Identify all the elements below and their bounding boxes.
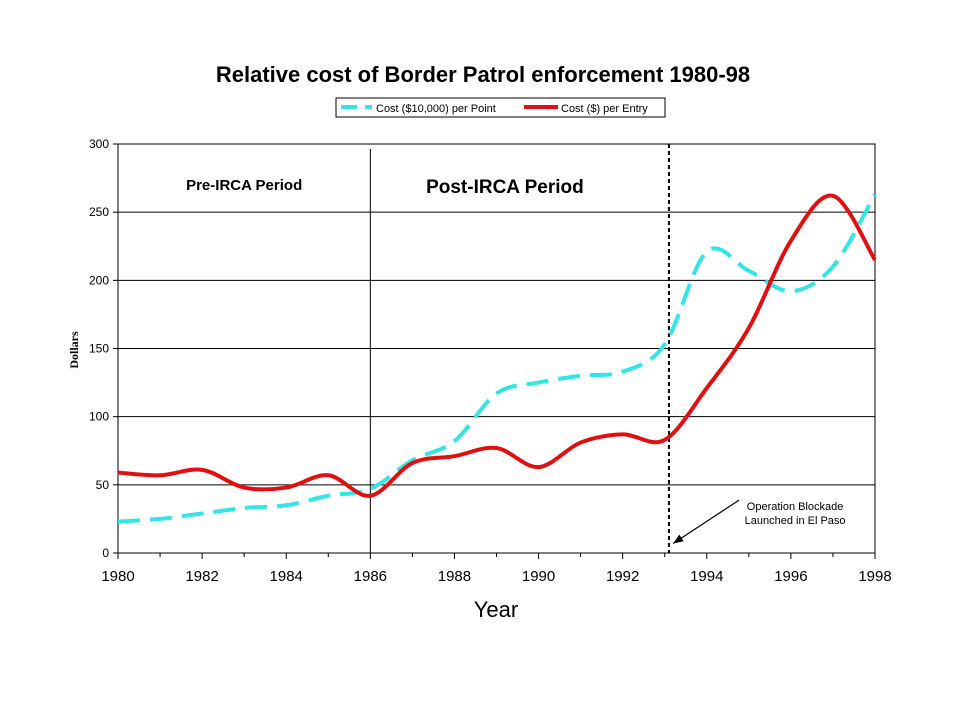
x-tick-label: 1994 bbox=[690, 568, 723, 585]
x-tick-label: 1990 bbox=[522, 568, 555, 585]
plot-area bbox=[117, 143, 876, 554]
x-tick-label: 1980 bbox=[101, 568, 134, 585]
x-tick-label: 1984 bbox=[270, 568, 303, 585]
x-tick-label: 1998 bbox=[858, 568, 891, 585]
x-ticks: 1980 1982 1984 1986 1988 1990 1992 1994 1996 1998 bbox=[101, 553, 892, 585]
annotation-arrow-head bbox=[673, 534, 684, 544]
legend: Cost ($10,000) per Point Cost ($) per En… bbox=[335, 97, 666, 118]
y-tick-label: 250 bbox=[89, 205, 109, 219]
legend-label-point: Cost ($10,000) per Point bbox=[376, 103, 496, 115]
y-tick-label: 50 bbox=[96, 478, 110, 492]
annotation-line-1: Operation Blockade bbox=[747, 501, 844, 513]
series-line-cost-per-entry bbox=[117, 193, 877, 498]
chart-title: Relative cost of Border Patrol enforceme… bbox=[216, 62, 750, 87]
x-axis-label: Year bbox=[474, 597, 518, 622]
annotation-line-2: Launched in El Paso bbox=[745, 515, 846, 527]
legend-box bbox=[335, 97, 666, 118]
x-tick-label: 1988 bbox=[438, 568, 471, 585]
series-line-cost-per-point bbox=[117, 193, 877, 524]
period-label-post: Post-IRCA Period bbox=[426, 177, 584, 198]
x-tick-label: 1992 bbox=[606, 568, 639, 585]
annotation: Operation Blockade Launched in El Paso bbox=[672, 499, 846, 544]
y-tick-label: 100 bbox=[89, 410, 109, 424]
series-lines bbox=[117, 193, 877, 524]
annotation-arrow-line bbox=[672, 499, 740, 544]
y-tick-label: 200 bbox=[89, 273, 109, 287]
y-tick-label: 300 bbox=[89, 137, 109, 151]
y-axis-label: Dollars bbox=[67, 331, 81, 369]
x-tick-label: 1996 bbox=[774, 568, 807, 585]
y-tick-label: 0 bbox=[102, 546, 109, 560]
y-ticks: 0 50 100 150 200 250 300 bbox=[89, 137, 118, 560]
x-tick-label: 1986 bbox=[354, 568, 387, 585]
y-grid bbox=[118, 211, 875, 486]
legend-label-entry: Cost ($) per Entry bbox=[561, 103, 648, 115]
period-label-pre: Pre-IRCA Period bbox=[186, 177, 302, 194]
y-tick-label: 150 bbox=[89, 342, 109, 356]
x-tick-label: 1982 bbox=[185, 568, 218, 585]
